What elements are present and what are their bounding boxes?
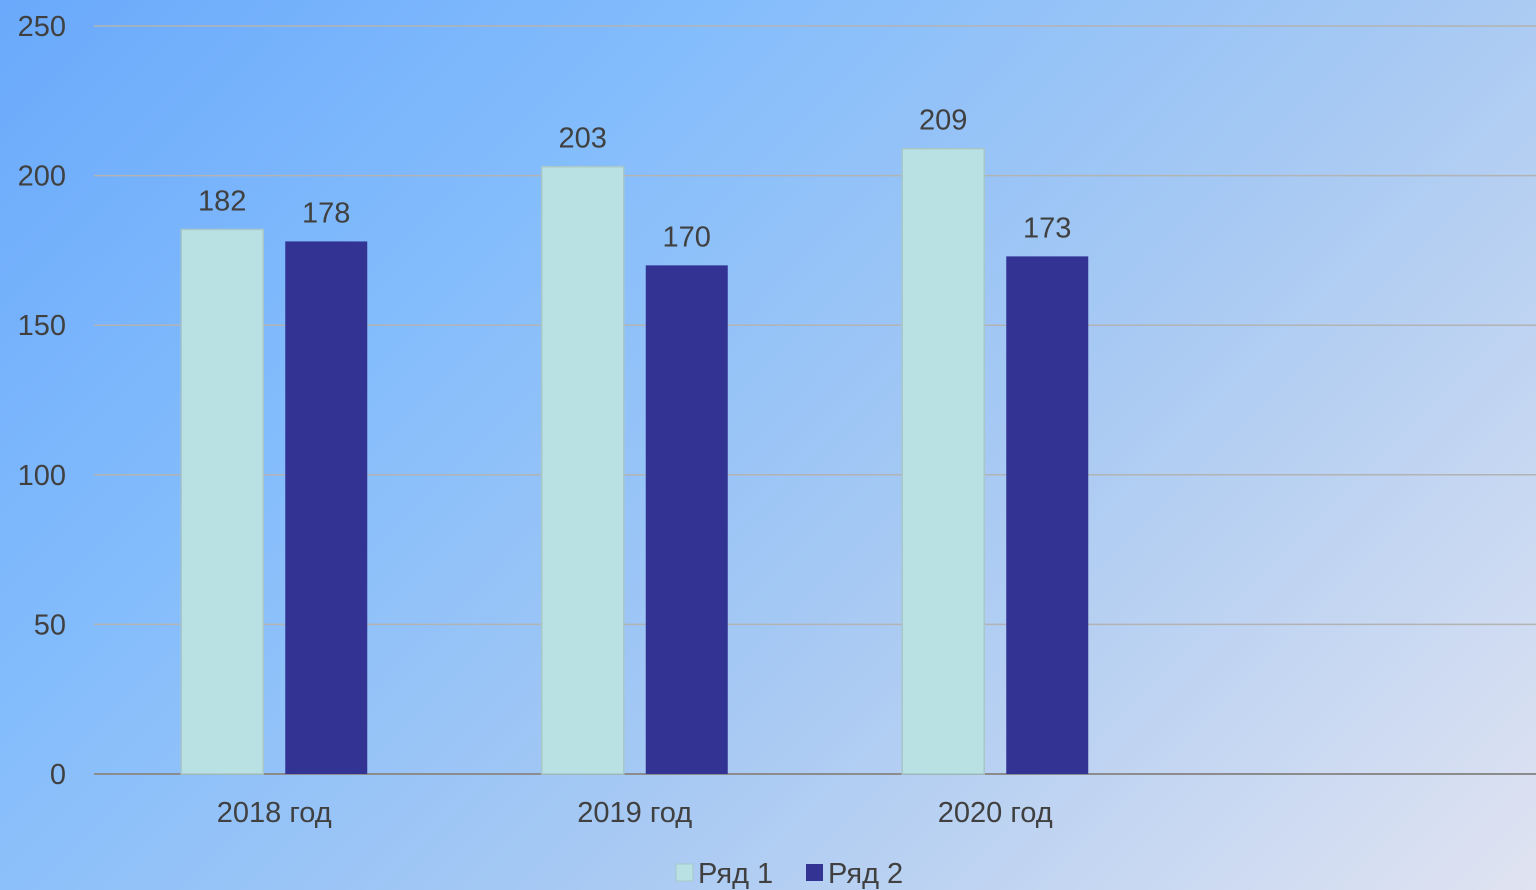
x-axis-categories: 2018 год 2019 год 2020 год bbox=[217, 797, 1053, 829]
y-tick-label: 50 bbox=[34, 609, 66, 641]
y-tick-label: 250 bbox=[18, 11, 66, 43]
legend[interactable]: Ряд 1 Ряд 2 bbox=[675, 858, 903, 890]
data-label-series-1: 209 bbox=[919, 105, 967, 137]
legend-label-series-1: Ряд 1 bbox=[698, 858, 773, 890]
bar-series-2[interactable] bbox=[645, 265, 728, 774]
bar-series-1[interactable] bbox=[180, 228, 264, 775]
bar-series-2[interactable] bbox=[285, 241, 368, 774]
x-category-label: 2019 год bbox=[577, 797, 692, 829]
x-category-label: 2020 год bbox=[938, 797, 1053, 829]
data-label-series-2: 173 bbox=[1023, 212, 1071, 244]
data-label-series-1: 203 bbox=[559, 123, 607, 155]
data-labels: 182 178 203 170 209 173 bbox=[198, 105, 1071, 254]
legend-swatch-series-2 bbox=[806, 864, 823, 881]
y-axis-ticks: 0 50 100 150 200 250 bbox=[18, 11, 66, 791]
bar-series-2[interactable] bbox=[1006, 256, 1089, 774]
data-label-series-1: 182 bbox=[198, 185, 246, 217]
data-label-series-2: 170 bbox=[663, 221, 711, 253]
y-tick-label: 0 bbox=[50, 759, 66, 791]
y-tick-label: 100 bbox=[18, 460, 66, 492]
x-category-label: 2018 год bbox=[217, 797, 332, 829]
y-tick-label: 150 bbox=[18, 310, 66, 342]
data-label-series-2: 178 bbox=[302, 197, 350, 229]
y-tick-label: 200 bbox=[18, 161, 66, 193]
bar-series-1[interactable] bbox=[541, 165, 625, 775]
legend-label-series-2: Ряд 2 bbox=[828, 858, 903, 890]
bars bbox=[180, 147, 1089, 775]
legend-swatch-series-1 bbox=[675, 863, 694, 882]
bar-series-1[interactable] bbox=[901, 147, 985, 775]
